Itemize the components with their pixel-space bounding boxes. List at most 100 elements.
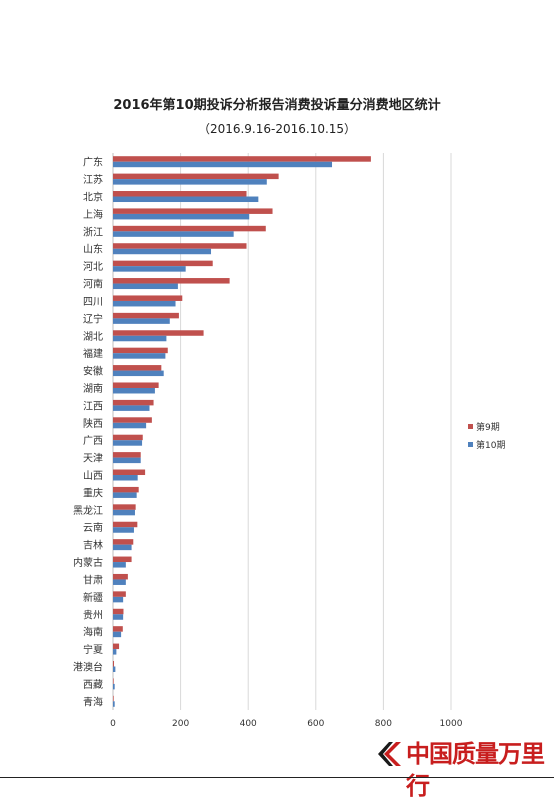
y-axis-labels: 广东江苏北京上海浙江山东河北河南四川辽宁湖北福建安徽湖南江西陕西广西天津山西重庆… [73, 156, 103, 709]
chart-figure: 2016年第10期投诉分析报告消费投诉量分消费地区统计 （2016.9.16-2… [0, 98, 554, 800]
bar-period10 [113, 579, 126, 585]
bar-period10 [113, 353, 166, 359]
bar-period9 [113, 452, 141, 458]
bar-period9 [113, 608, 124, 615]
bar-period10 [113, 683, 115, 690]
bar-period9 [113, 504, 136, 510]
legend-swatch [468, 442, 473, 447]
bar-period10 [113, 440, 143, 446]
bars [113, 156, 371, 707]
category-label: 海南 [83, 626, 103, 639]
bar-period9 [113, 347, 168, 354]
bar-period9 [113, 312, 179, 319]
bar-period10 [113, 527, 134, 533]
category-label: 广东 [83, 156, 103, 169]
bar-period10 [113, 387, 155, 394]
x-tick-label: 0 [110, 719, 116, 729]
bar-period9 [113, 573, 128, 580]
bar-period10 [113, 283, 178, 290]
bar-period9 [113, 643, 120, 650]
category-label: 广西 [83, 435, 103, 447]
category-label: 浙江 [83, 226, 103, 238]
category-label: 上海 [83, 208, 103, 221]
bar-period9 [113, 295, 183, 301]
category-label: 重庆 [83, 486, 103, 499]
bar-period9 [113, 330, 204, 336]
bar-period10 [113, 300, 176, 307]
bottom-divider [0, 777, 554, 778]
bar-period10 [113, 562, 126, 568]
category-label: 山西 [83, 470, 103, 482]
bar-period10 [113, 213, 250, 220]
bar-period9 [113, 521, 138, 528]
x-axis-labels: 0 200 400 600 800 1000 [110, 719, 463, 729]
bar-period10 [113, 631, 122, 638]
category-label: 山东 [83, 243, 103, 256]
bar-period9 [113, 486, 139, 493]
bar-period9 [113, 243, 247, 249]
bar-period9 [113, 660, 115, 667]
x-tick-label: 200 [172, 719, 189, 729]
category-label: 贵州 [83, 608, 103, 621]
bar-period9 [113, 539, 134, 545]
category-label: 北京 [83, 191, 103, 204]
bar-period10 [113, 318, 170, 324]
bar-period9 [113, 591, 126, 597]
bar-period10 [113, 266, 186, 272]
bar-period9 [113, 208, 273, 214]
x-tick-label: 1000 [440, 719, 463, 729]
bar-period10 [113, 196, 259, 203]
bar-period9 [113, 695, 114, 702]
brand-logo-icon [378, 742, 401, 766]
category-label: 四川 [83, 297, 103, 308]
bar-period10 [113, 248, 212, 255]
bar-chart: 广东江苏北京上海浙江山东河北河南四川辽宁湖北福建安徽湖南江西陕西广西天津山西重庆… [73, 153, 505, 729]
bar-period9 [113, 469, 146, 476]
bar-period10 [113, 509, 135, 516]
bar-period10 [113, 231, 234, 237]
bar-period10 [113, 596, 124, 603]
bar-period10 [113, 422, 147, 429]
category-label: 港澳台 [73, 660, 103, 673]
bar-period10 [113, 475, 138, 481]
category-label: 天津 [83, 453, 103, 465]
category-label: 陕西 [83, 417, 103, 430]
category-label: 江西 [83, 400, 103, 412]
bar-period9 [113, 191, 247, 197]
bar-period9 [113, 626, 123, 632]
bar-period9 [113, 417, 152, 423]
category-label: 内蒙古 [73, 556, 103, 569]
bar-period10 [113, 492, 137, 498]
watermark-text: 中国质量万里行 [406, 739, 545, 800]
bar-period9 [113, 382, 159, 388]
x-tick-label: 400 [240, 719, 257, 729]
legend-label: 第10期 [476, 439, 505, 451]
category-label: 辽宁 [83, 312, 103, 325]
category-label: 湖北 [83, 331, 103, 343]
bar-period10 [113, 370, 164, 377]
category-label: 宁夏 [83, 643, 103, 656]
category-label: 新疆 [83, 591, 103, 604]
watermark-logo: 中国质量万里行 [376, 738, 554, 800]
category-label: 西藏 [83, 679, 103, 691]
category-label: 河北 [83, 261, 103, 273]
category-label: 黑龙江 [73, 504, 103, 517]
category-label: 江苏 [83, 173, 103, 186]
bar-period10 [113, 161, 333, 168]
bar-period10 [113, 179, 267, 185]
category-label: 湖南 [83, 382, 103, 395]
bar-period9 [113, 365, 162, 371]
legend-swatch [468, 424, 473, 429]
bar-period9 [113, 278, 230, 284]
category-label: 青海 [83, 695, 103, 708]
bar-period10 [113, 649, 117, 655]
x-tick-label: 800 [375, 719, 392, 729]
bar-period9 [113, 434, 143, 441]
bar-period9 [113, 173, 279, 180]
bar-period9 [113, 556, 132, 563]
bar-period9 [113, 260, 213, 267]
category-label: 河南 [83, 278, 103, 291]
chart-subtitle: （2016.9.16-2016.10.15） [197, 122, 357, 136]
bar-period9 [113, 399, 154, 406]
